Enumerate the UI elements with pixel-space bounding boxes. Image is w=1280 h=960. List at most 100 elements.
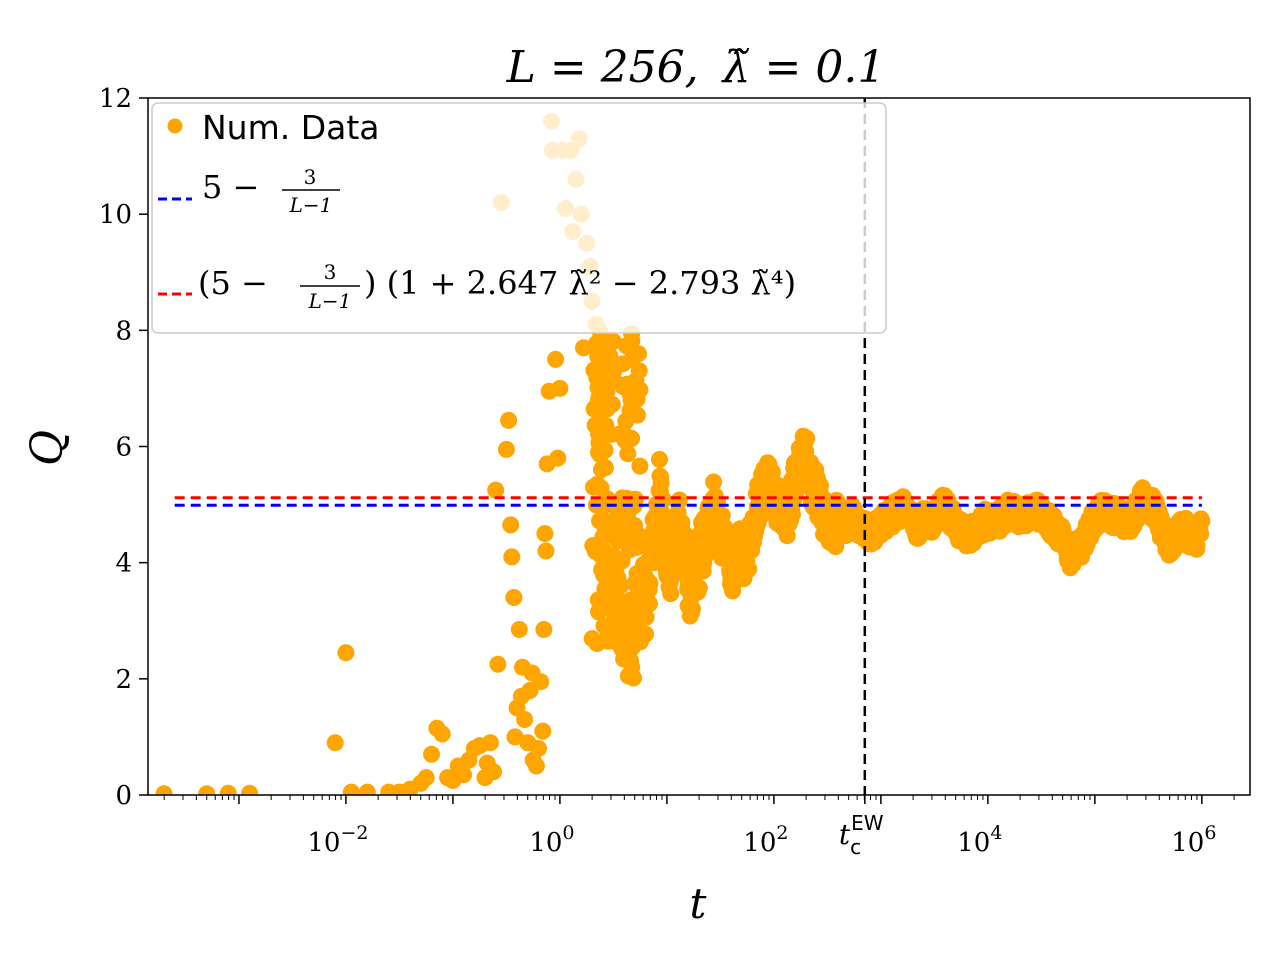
data-point — [612, 576, 630, 594]
data-point — [618, 527, 636, 545]
title-L-part: L = 256, — [506, 42, 699, 93]
data-point — [783, 506, 801, 523]
data-point — [614, 355, 632, 373]
data-point — [652, 474, 670, 492]
legend-blue-frac-num: 3 — [304, 165, 317, 189]
data-point — [534, 722, 552, 740]
data-point — [527, 757, 545, 775]
data-point — [618, 375, 636, 393]
data-point — [536, 525, 554, 543]
legend-label-data: Num. Data — [202, 108, 380, 147]
data-point — [591, 512, 608, 530]
data-point — [1192, 525, 1210, 543]
data-point — [641, 595, 658, 613]
data-point — [683, 600, 701, 618]
y-tick-label: 0 — [115, 781, 132, 811]
data-point — [621, 591, 639, 609]
data-point — [590, 443, 607, 461]
data-point — [485, 763, 503, 781]
data-point — [326, 734, 344, 752]
data-point — [510, 621, 528, 638]
data-point — [630, 345, 647, 363]
data-point — [798, 429, 816, 447]
scatter-series — [155, 112, 1211, 795]
legend-red-frac-den: L−1 — [308, 289, 352, 313]
data-point — [219, 784, 237, 795]
data-point — [337, 644, 355, 662]
data-point — [625, 669, 642, 687]
data-point — [575, 339, 592, 357]
legend-label-red: (5 − 3 L−1 ) (1 + 2.647 λ̃² − 2.793 λ̃⁴) — [198, 260, 796, 313]
data-point — [500, 411, 518, 429]
data-point — [641, 574, 659, 592]
y-axis: 0 2 4 6 8 10 12 — [99, 84, 148, 811]
legend-red-frac-num: 3 — [324, 260, 337, 284]
data-point — [593, 561, 611, 579]
data-point — [626, 574, 644, 591]
data-point — [503, 548, 521, 566]
data-point — [455, 766, 473, 784]
data-point — [241, 784, 259, 795]
y-tick-label: 8 — [115, 316, 132, 346]
data-point — [530, 740, 547, 757]
data-point — [342, 783, 360, 795]
data-point — [585, 478, 602, 496]
data-point — [619, 445, 637, 463]
data-point — [547, 350, 565, 368]
data-point — [608, 634, 626, 652]
data-point — [505, 589, 523, 606]
y-tick-label: 2 — [115, 665, 132, 695]
legend-red-text-b: ) (1 + 2.647 λ̃² − 2.793 λ̃⁴) — [364, 264, 796, 302]
data-point — [631, 457, 649, 475]
data-point — [502, 516, 520, 534]
y-tick-label: 4 — [115, 549, 132, 579]
data-point — [433, 725, 451, 743]
legend-box — [151, 102, 887, 334]
data-point — [705, 473, 723, 491]
data-point — [764, 463, 781, 481]
svg-text:L = 256, λ̃ = 0.1: L = 256, λ̃ = 0.1 — [506, 42, 886, 93]
data-point — [198, 785, 216, 795]
x-axis: 10−2 100 102 104 106 tcEW — [163, 795, 1235, 859]
data-point — [614, 424, 632, 442]
y-tick-label: 6 — [115, 433, 132, 463]
data-point — [423, 745, 440, 763]
x-tick-label: 106 — [1171, 822, 1216, 858]
data-point — [1193, 512, 1211, 530]
x-axis-label: t — [690, 879, 707, 928]
y-axis-label: Q — [22, 430, 73, 466]
data-point — [506, 728, 524, 746]
data-point — [603, 395, 621, 413]
data-point — [487, 481, 505, 499]
data-point — [596, 336, 614, 354]
data-point — [586, 416, 604, 434]
data-point — [537, 542, 555, 560]
chart-title: L = 256, λ̃ = 0.1 — [506, 42, 886, 93]
data-point — [627, 539, 645, 556]
data-point — [585, 361, 603, 379]
data-point — [592, 601, 610, 618]
legend-marker-data — [167, 118, 183, 134]
data-point — [481, 734, 499, 752]
y-tick-label: 12 — [99, 84, 132, 114]
legend-label-blue: 5 − 3 L−1 — [202, 165, 340, 217]
y-tick-label: 10 — [99, 200, 132, 230]
data-point — [588, 635, 606, 652]
plot-area — [155, 98, 1211, 795]
x-tick-label: 100 — [529, 822, 574, 858]
title-lambda-part: λ̃ = 0.1 — [721, 42, 886, 93]
x-tick-label: 102 — [743, 822, 788, 858]
data-point — [740, 560, 758, 578]
data-point — [614, 621, 632, 639]
data-point — [516, 711, 534, 728]
data-point — [628, 390, 646, 408]
data-point — [606, 594, 624, 612]
data-point — [662, 585, 680, 603]
data-point — [535, 621, 553, 638]
legend: Num. Data 5 − 3 L−1 (5 − 3 L−1 ) (1 + 2.… — [151, 102, 887, 334]
data-point — [532, 673, 550, 691]
data-point — [551, 379, 569, 397]
data-point — [358, 783, 376, 795]
x-tick-label: 10−2 — [307, 822, 368, 858]
